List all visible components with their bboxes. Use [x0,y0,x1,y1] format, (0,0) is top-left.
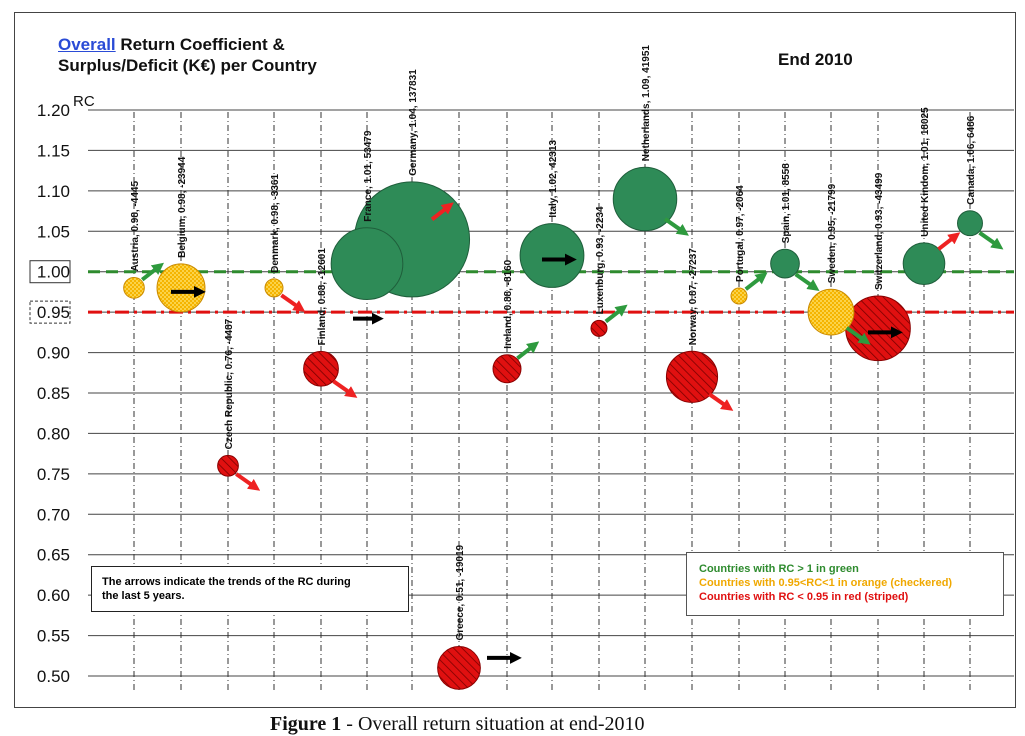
country-label: United Kindom, 1.01, 18025 [920,107,931,237]
y-tick-label: 1.15 [37,141,70,160]
y-tick-label: 0.55 [37,627,70,646]
y-axis-ticks: 1.20 1.15 1.10 1.05 1.00 0.95 0.90 0.85 0.80 0.75… [29,101,71,686]
note-box: The arrows indicate the trends of the RC… [91,566,409,612]
y-tick-label: 0.80 [37,424,70,443]
y-tick-label: 1.05 [37,222,70,241]
country-label: Luxenburg, 0.93, -2234 [595,206,606,314]
title-line2: Surplus/Deficit (K€) per Country [58,56,317,75]
country-label: Czech Republic, 0.76, -4487 [224,318,235,449]
country-label: Finland, 0.88, -12601 [317,248,328,346]
country-label: Sweden, 0.95, -21799 [827,183,838,283]
country-label: Netherlands, 1.09, 41951 [641,45,652,162]
legend-orange: Countries with 0.95<RC<1 in orange (chec… [699,577,953,589]
bubble-austria [123,277,145,299]
trend-arrow-canada [978,231,1004,250]
bubble-greece [437,646,481,690]
bubble-italy [519,223,585,288]
trend-arrow-portugal [744,272,768,291]
y-tick-label: 1.10 [37,182,70,201]
y-tick-label: 0.50 [37,667,70,686]
bubble-sweden [807,288,855,336]
y-tick-label: 0.65 [37,546,70,565]
bubble-canada [957,210,983,237]
bubble-denmark [264,278,284,298]
bubble-belgium [156,263,206,313]
y-tick-label: 0.95 [37,303,70,322]
bubble-luxenburg [590,319,608,337]
bubble-united-kindom [902,242,946,285]
trend-arrow-norway [708,392,734,411]
bubble-netherlands [612,166,678,232]
title-link[interactable]: Overall [58,35,116,54]
trend-arrow-spain [794,272,820,291]
trend-arrow-united-kindom [937,232,961,251]
y-axis-label: RC [73,93,95,110]
bubble-norway [665,350,719,403]
country-labels: Austria, 0.98, -4445 Belgium, 0.98, -2394… [130,45,977,641]
bubble-france [330,227,404,300]
chart-title: Overall Return Coefficient & Surplus/Def… [58,34,317,76]
trend-arrows [140,202,1004,664]
y-tick-label: 0.85 [37,384,70,403]
legend-red: Countries with RC < 0.95 in red (striped… [699,591,909,603]
bubble-finland [303,350,339,387]
note-line2: the last 5 years. [102,590,185,602]
trend-arrow-netherlands [663,217,689,236]
country-label: Belgium, 0.98, -23944 [177,156,188,258]
legend-green: Countries with RC > 1 in green [699,563,859,575]
y-tick-label: 0.75 [37,465,70,484]
caption-bold: Figure 1 [270,713,342,735]
y-tick-label: 1.00 [37,263,70,282]
country-label: Italy, 1.02, 42313 [548,140,559,218]
reference-lines [88,270,1014,314]
note-line1: The arrows indicate the trends of the RC… [102,576,351,588]
country-label: Norway, 0.87, -27237 [688,248,699,346]
bubble-czech-republic [217,454,239,477]
title-line1: Return Coefficient & [115,35,285,54]
bubble-spain [770,248,800,279]
country-label: France, 1.01, 53479 [363,130,374,222]
date-label: End 2010 [778,50,853,69]
country-label: Canada, 1.06, 6486 [966,115,977,204]
caption-rest: - Overall return situation at end-2010 [341,713,645,735]
trend-arrow-austria [140,262,164,282]
bubbles [123,166,983,690]
bubble-portugal [730,287,748,305]
trend-arrow-denmark [280,293,306,313]
y-tick-label: 0.60 [37,586,70,605]
trend-arrow-czech-republic [235,472,261,491]
trend-arrow-finland [332,379,358,398]
boxed-tick-frame [29,260,71,284]
country-label: Spain, 1.01, 8558 [781,163,792,243]
boxed-tick-frame [29,300,71,324]
trend-arrow-germany [430,202,454,221]
country-label: Switzerland, 0.93, -43499 [874,172,885,290]
figure-caption: Figure 1 - Overall return situation at e… [270,713,645,736]
y-tick-label: 0.90 [37,344,70,363]
legend: Countries with RC > 1 in green Countries… [686,552,1004,616]
trend-arrow-luxenburg [604,304,628,324]
country-label: Austria, 0.98, -4445 [130,181,141,272]
y-tick-label: 0.70 [37,505,70,524]
country-label: Germany, 1.04, 137831 [408,69,419,176]
country-label: Portugal, 0.97, -2064 [735,185,746,282]
trend-arrow-ireland [516,341,540,360]
y-tick-label: 1.20 [37,101,70,120]
trend-arrow-sweden [845,326,871,345]
bubble-switzerland [845,295,911,362]
bubble-ireland [492,354,522,384]
country-label: Ireland, 0.88, -8160 [503,259,514,348]
country-label: Greece, 0.51, -19019 [455,544,466,640]
country-label: Denmark, 0.98, -3361 [270,174,281,273]
